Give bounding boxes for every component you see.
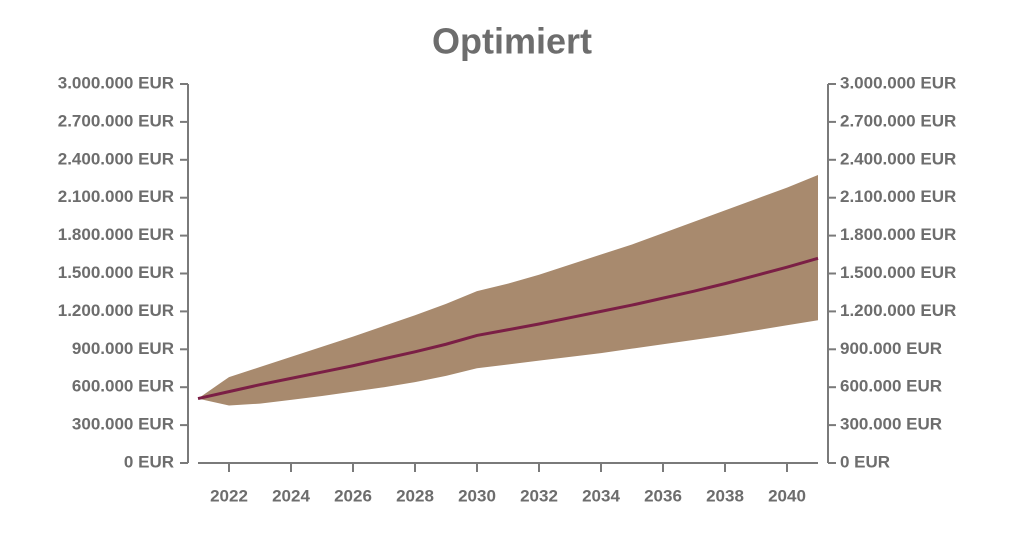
x-tick-label: 2024 [272,486,310,505]
x-tick-label: 2022 [210,486,248,505]
y-tick-label: 1.200.000 EUR [58,301,174,320]
y2-tick-label: 600.000 EUR [840,377,942,396]
median-line [197,256,819,401]
y2-tick-label: 2.100.000 EUR [840,187,956,206]
x-tick-label: 2034 [582,486,620,505]
y2-tick-label: 1.500.000 EUR [840,263,956,282]
y-tick-label: 300.000 EUR [72,415,174,434]
x-tick-label: 2030 [458,486,496,505]
y2-tick-label: 900.000 EUR [840,339,942,358]
y2-tick-label: 2.400.000 EUR [840,149,956,168]
y-tick-label: 2.100.000 EUR [58,187,174,206]
y-tick-label: 2.400.000 EUR [58,149,174,168]
x-tick-label: 2040 [768,486,806,505]
y-tick-label: 1.500.000 EUR [58,263,174,282]
band-area [198,174,818,406]
y2-tick-label: 0 EUR [840,452,890,471]
y2-tick-label: 2.700.000 EUR [840,111,956,130]
y2-tick-label: 1.800.000 EUR [840,225,956,244]
y-tick-label: 1.800.000 EUR [58,225,174,244]
chart-title: Optimiert [432,21,592,62]
y-tick-label: 900.000 EUR [72,339,174,358]
x-tick-label: 2038 [706,486,744,505]
y-tick-label: 3.000.000 EUR [58,73,174,92]
y2-tick-label: 300.000 EUR [840,415,942,434]
x-tick-label: 2036 [644,486,682,505]
x-tick-label: 2028 [396,486,434,505]
y-tick-label: 0 EUR [124,452,174,471]
y-tick-label: 600.000 EUR [72,377,174,396]
x-tick-label: 2032 [520,486,558,505]
y-tick-label: 2.700.000 EUR [58,111,174,130]
y2-tick-label: 1.200.000 EUR [840,301,956,320]
x-tick-label: 2026 [334,486,372,505]
y2-tick-label: 3.000.000 EUR [840,73,956,92]
